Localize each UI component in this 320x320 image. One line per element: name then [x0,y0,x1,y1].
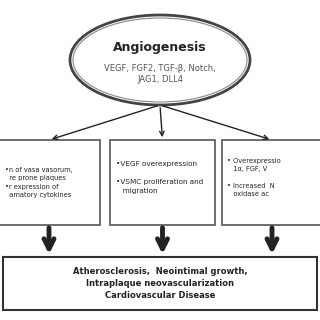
Bar [110,140,215,225]
Text: Angiogenesis: Angiogenesis [113,42,207,54]
Bar [222,140,320,225]
Bar [3,257,317,310]
Bar [0,140,100,225]
Text: •VEGF overexpression

•VSMC proliferation and
   migration: •VEGF overexpression •VSMC proliferation… [116,161,203,194]
Text: VEGF, FGF2, TGF-β, Notch,
JAG1, DLL4: VEGF, FGF2, TGF-β, Notch, JAG1, DLL4 [104,64,216,84]
Ellipse shape [70,15,250,105]
Text: •n of vasa vasorum,
  re prone plaques
•r expression of
  amatory cytokines: •n of vasa vasorum, re prone plaques •r … [5,167,73,198]
Text: Atherosclerosis,  Neointimal growth,
Intraplaque neovascularization
Cardiovascul: Atherosclerosis, Neointimal growth, Intr… [73,267,247,300]
Text: • Overexpressio
   1α, FGF, V

• Increased  N
   oxidase ac: • Overexpressio 1α, FGF, V • Increased N… [227,157,281,197]
